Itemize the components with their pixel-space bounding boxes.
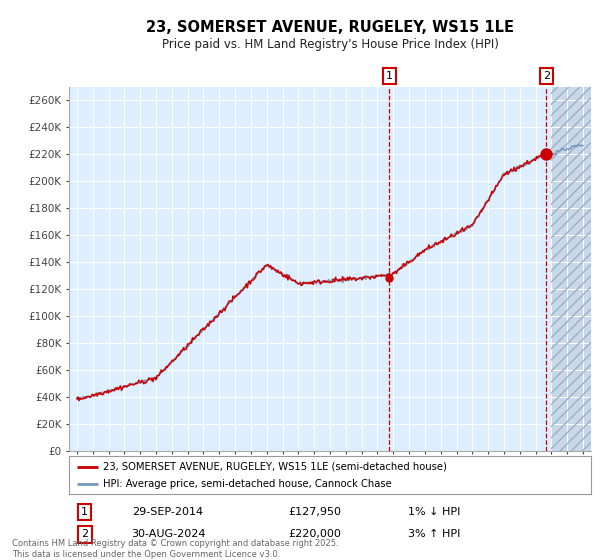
Text: 2: 2 <box>81 529 88 539</box>
Text: 1: 1 <box>81 507 88 517</box>
Text: £127,950: £127,950 <box>288 507 341 517</box>
Text: 2: 2 <box>542 71 550 81</box>
Text: 29-SEP-2014: 29-SEP-2014 <box>131 507 203 517</box>
Text: 30-AUG-2024: 30-AUG-2024 <box>131 529 206 539</box>
Bar <box>551 87 591 451</box>
Text: Contains HM Land Registry data © Crown copyright and database right 2025.
This d: Contains HM Land Registry data © Crown c… <box>12 539 338 559</box>
Bar <box>551 87 591 451</box>
Text: 23, SOMERSET AVENUE, RUGELEY, WS15 1LE: 23, SOMERSET AVENUE, RUGELEY, WS15 1LE <box>146 20 514 35</box>
Text: HPI: Average price, semi-detached house, Cannock Chase: HPI: Average price, semi-detached house,… <box>103 479 392 489</box>
Text: 23, SOMERSET AVENUE, RUGELEY, WS15 1LE (semi-detached house): 23, SOMERSET AVENUE, RUGELEY, WS15 1LE (… <box>103 461 447 472</box>
Text: 1: 1 <box>386 71 393 81</box>
Text: £220,000: £220,000 <box>288 529 341 539</box>
Text: Price paid vs. HM Land Registry's House Price Index (HPI): Price paid vs. HM Land Registry's House … <box>161 38 499 51</box>
Text: 3% ↑ HPI: 3% ↑ HPI <box>409 529 461 539</box>
Text: 1% ↓ HPI: 1% ↓ HPI <box>409 507 461 517</box>
